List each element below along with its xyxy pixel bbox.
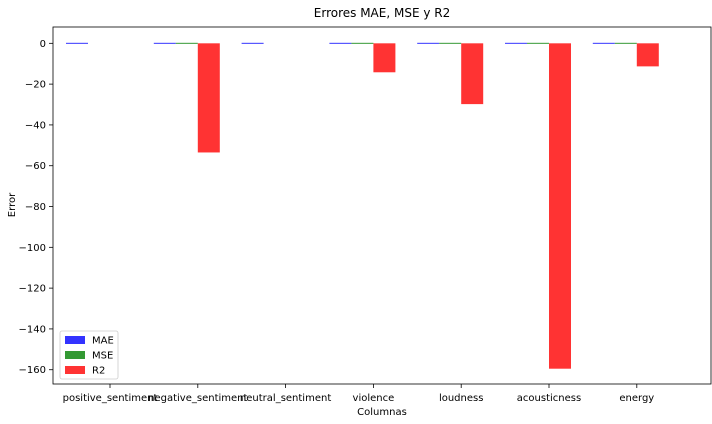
bar-mse-acousticness — [527, 42, 549, 44]
x-axis: positive_sentimentnegative_sentimentneut… — [63, 384, 654, 404]
bar-r2-violence — [373, 43, 396, 73]
bar-r2-acousticness — [549, 43, 571, 369]
x-tick-label: negative_sentiment — [148, 393, 247, 404]
bar-r2-negative_sentiment — [197, 43, 220, 153]
y-tick-label: −80 — [25, 202, 46, 213]
legend-label-r2: R2 — [92, 366, 105, 377]
bar-r2-energy — [636, 43, 659, 67]
x-tick-label: loudness — [439, 393, 484, 404]
bar-mse-loudness — [439, 42, 462, 44]
y-tick-label: −60 — [25, 161, 46, 172]
legend-swatch-mae — [65, 336, 85, 344]
bar-mae-energy — [592, 42, 615, 44]
bar-mae-loudness — [417, 42, 440, 44]
bar-mae-neutral_sentiment — [241, 42, 264, 44]
x-tick-label: energy — [619, 393, 654, 404]
plot-area — [52, 26, 712, 385]
bar-mae-violence — [329, 42, 352, 44]
y-axis-label: Error — [7, 192, 18, 217]
x-tick-label: violence — [353, 393, 395, 404]
legend: MAE MSE R2 — [59, 330, 119, 380]
y-tick-label: −20 — [25, 80, 46, 91]
legend-label-mae: MAE — [92, 336, 114, 347]
bar-mse-violence — [351, 42, 374, 44]
x-tick-label: acousticness — [517, 393, 581, 404]
y-tick-label: −120 — [19, 284, 46, 295]
bar-mae-positive_sentiment — [66, 42, 88, 44]
x-tick-label: positive_sentiment — [63, 393, 158, 404]
bar-mse-negative_sentiment — [175, 42, 198, 44]
bar-mae-acousticness — [505, 42, 527, 44]
bar-mae-negative_sentiment — [153, 42, 176, 44]
legend-swatch-r2 — [65, 366, 85, 374]
y-tick-label: −140 — [19, 324, 46, 335]
y-tick-label: −160 — [19, 365, 46, 376]
legend-label-mse: MSE — [92, 351, 113, 362]
y-axis: 0 −20 −40 −60 −80 −100 −120 −140 −160 — [19, 39, 53, 376]
bar-mse-energy — [614, 42, 637, 44]
plot-frame — [52, 26, 712, 385]
bar-r2-loudness — [461, 43, 484, 105]
x-axis-label: Columnas — [357, 407, 407, 418]
y-tick-label: 0 — [40, 39, 46, 50]
legend-swatch-mse — [65, 351, 85, 359]
y-tick-label: −100 — [19, 243, 46, 254]
x-tick-label: neutral_sentiment — [240, 393, 331, 404]
y-tick-label: −40 — [25, 120, 46, 131]
chart-title: Errores MAE, MSE y R2 — [314, 6, 450, 20]
